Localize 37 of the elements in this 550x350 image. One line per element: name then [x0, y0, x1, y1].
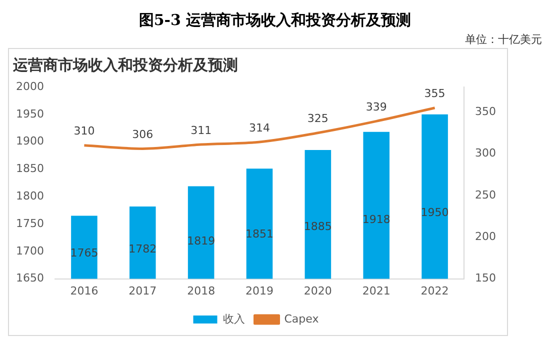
y-tick-label: 1750	[16, 216, 44, 230]
y2-tick-label: 300	[475, 146, 496, 160]
data-label: 310	[74, 124, 95, 138]
y-tick-label: 1950	[16, 107, 44, 120]
x-tick-label: 2022	[420, 284, 449, 298]
chart-title: 图5-3 运营商市场收入和投资分析及预测	[138, 10, 412, 31]
y-tick-label: 1850	[16, 162, 44, 176]
data-label: 311	[190, 124, 212, 137]
data-label: 1765	[70, 246, 98, 260]
data-label: 1851	[246, 228, 274, 241]
y-tick-label: 2000	[16, 80, 44, 93]
x-tick-label: 2021	[362, 284, 390, 298]
y-tick-label: 1650	[16, 272, 44, 285]
data-label: 339	[366, 100, 387, 114]
y2-tick-label: 350	[475, 104, 496, 118]
y-tick-label: 1900	[16, 134, 44, 148]
data-label: 325	[307, 112, 328, 126]
legend-label: 收入	[222, 312, 245, 326]
y2-tick-label: 200	[475, 230, 496, 243]
chart-subtitle: 运营商市场收入和投资分析及预测	[12, 56, 238, 74]
y2-tick-label: 250	[475, 188, 496, 202]
data-label: 1950	[420, 206, 449, 219]
x-tick-label: 2020	[304, 284, 332, 298]
y-tick-label: 1700	[16, 244, 44, 258]
y2-tick-label: 150	[475, 272, 496, 285]
text: 单位：十亿美元	[464, 32, 542, 48]
y-tick-label: 1800	[16, 189, 44, 202]
x-tick-label: 2016	[70, 284, 98, 298]
data-label: 306	[132, 128, 154, 142]
legend-label: Capex	[284, 312, 320, 326]
data-label: 355	[424, 87, 446, 100]
data-label: 1885	[304, 220, 332, 234]
data-label: 1782	[128, 242, 157, 256]
x-tick-label: 2017	[128, 284, 157, 298]
x-tick-label: 2018	[187, 284, 216, 298]
data-label: 314	[249, 121, 270, 134]
x-tick-label: 2019	[246, 284, 274, 298]
